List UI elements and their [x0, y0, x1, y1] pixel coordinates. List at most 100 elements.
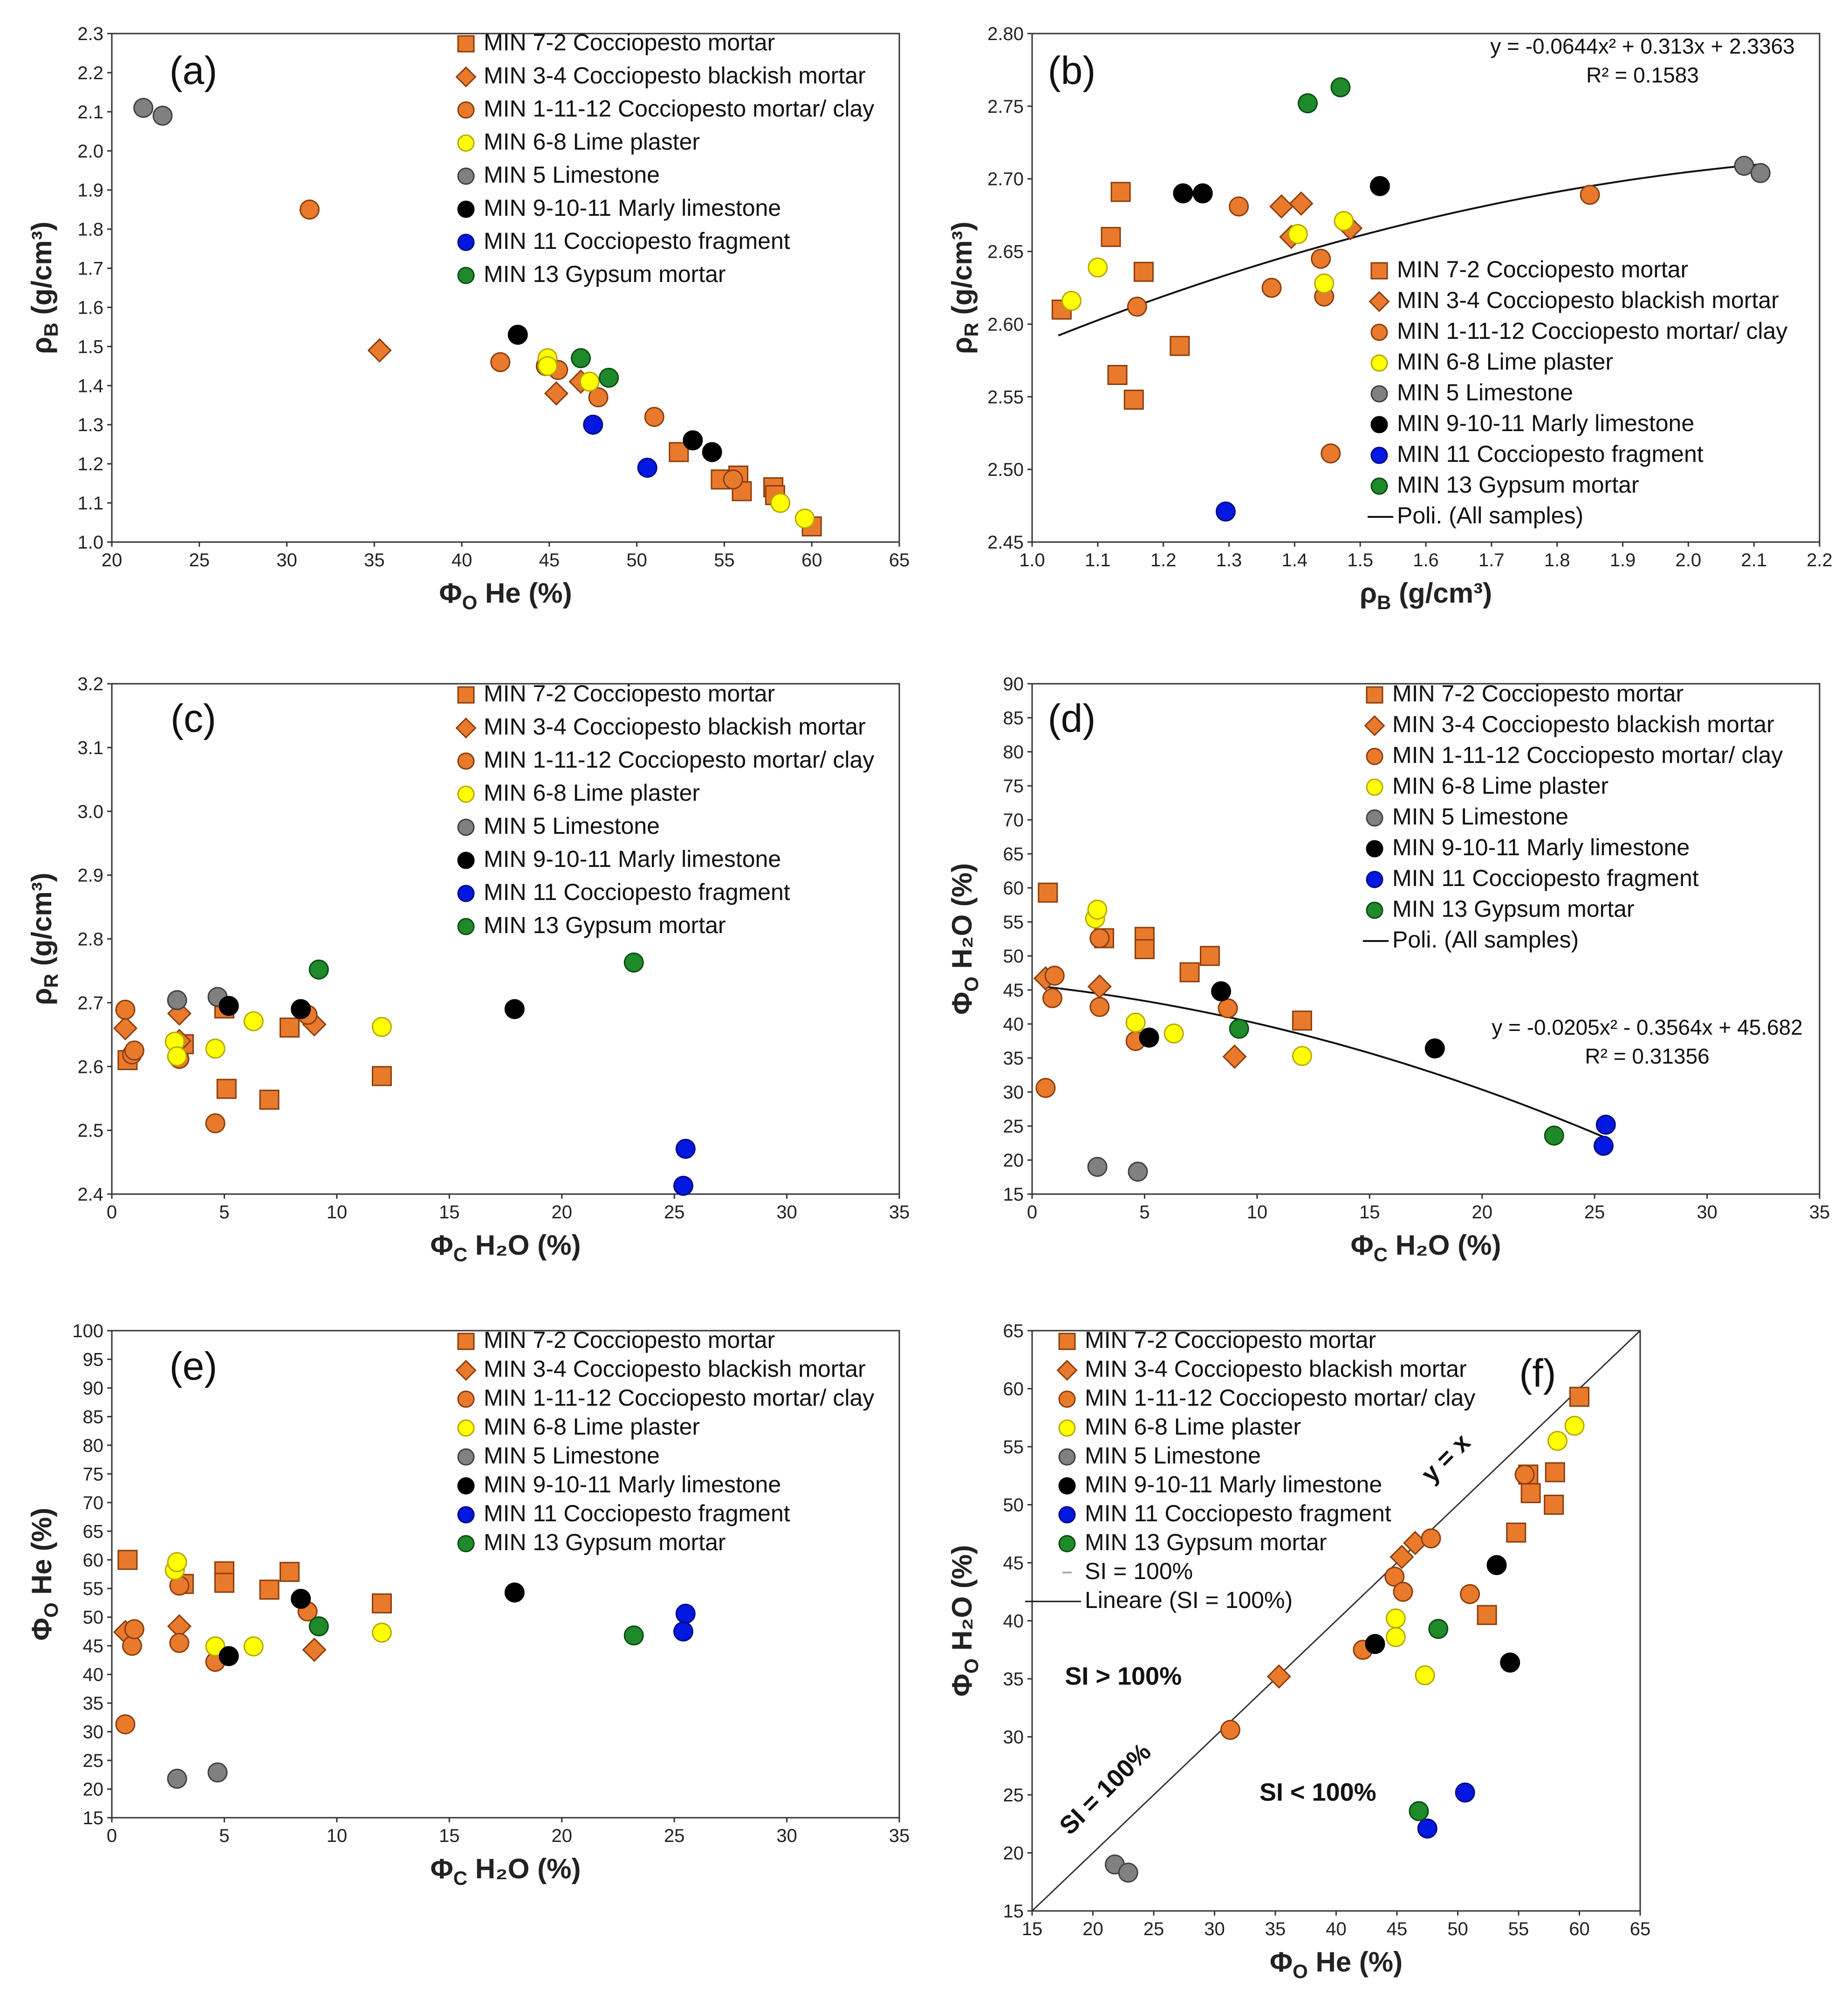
y-tick-label: 95: [83, 1349, 104, 1370]
data-point-min72: [117, 1550, 138, 1570]
legend-label: MIN 9-10-11 Marly limestone: [484, 1471, 781, 1498]
data-point-min91011: [1486, 1555, 1507, 1575]
data-point-min11112: [124, 1040, 144, 1061]
data-point-min13: [1544, 1125, 1564, 1146]
data-point-min72: [1477, 1605, 1497, 1625]
y-tick-label: 100: [72, 1321, 103, 1341]
y-tick-label: 30: [83, 1722, 104, 1743]
data-point-min11112: [1580, 185, 1600, 205]
chart-panel-c: 0 5 10 15 20 25 30 35 2.4 2.5 2.6 2.7 2.8 2.9 3.0 3.1 3.…: [26, 674, 910, 1265]
plot-frame: [111, 33, 900, 543]
data-point-min11112: [490, 352, 511, 372]
legend-label: MIN 13 Gypsum mortar: [1397, 472, 1639, 498]
y-tick-label: 3.1: [77, 738, 103, 758]
y-tick-label: 25: [1003, 1116, 1024, 1137]
x-tick-label: 2.2: [1807, 550, 1833, 570]
legend: MIN 7-2 Cocciopesto mortar MIN 3-4 Coccio…: [1368, 256, 1787, 529]
legend-marker-min5: [1370, 385, 1388, 403]
legend-label: MIN 3-4 Cocciopesto blackish mortar: [1085, 1356, 1467, 1382]
x-tick-label: 1.0: [1019, 550, 1045, 570]
y-axis-label: ρR (g/cm³): [946, 221, 982, 354]
y-tick-label: 2.55: [987, 387, 1024, 407]
legend-marker-min5: [457, 818, 475, 836]
legend-label: MIN 11 Cocciopesto fragment: [484, 1500, 790, 1526]
data-point-min34: [302, 1637, 327, 1662]
y-tick-label: 2.3: [77, 24, 103, 44]
data-point-min91011: [1173, 183, 1193, 204]
data-point-min91011: [504, 999, 525, 1019]
x-tick-label: 1.5: [1347, 550, 1373, 570]
legend-marker-min13: [1366, 901, 1383, 919]
legend-label: MIN 5 Limestone: [484, 162, 660, 188]
legend-label: MIN 5 Limestone: [1392, 804, 1568, 830]
annotation-y-equals-x: y = x: [1416, 1428, 1476, 1488]
x-tick-label: 55: [1508, 1919, 1529, 1939]
x-tick-label: 10: [327, 1826, 348, 1846]
data-point-min91011: [1139, 1027, 1159, 1048]
x-tick-label: 15: [439, 1826, 460, 1846]
data-point-min72: [279, 1017, 300, 1038]
data-point-min13: [1298, 93, 1318, 114]
data-point-min34: [113, 1016, 138, 1041]
x-tick-label: 20: [551, 1826, 572, 1846]
data-point-min13: [599, 368, 619, 388]
x-tick-label: 45: [1387, 1919, 1408, 1939]
legend-marker-min5: [1366, 809, 1383, 827]
data-point-min68: [205, 1038, 226, 1059]
x-tick-label: 25: [664, 1202, 685, 1223]
legend-marker-min68: [1058, 1419, 1076, 1437]
data-point-min68: [371, 1622, 392, 1643]
y-tick-label: 70: [83, 1493, 104, 1513]
data-point-min11112: [1514, 1464, 1535, 1485]
y-tick-label: 80: [83, 1436, 104, 1456]
legend-label: MIN 7-2 Cocciopesto mortar: [484, 1327, 775, 1353]
data-point-min72: [214, 1573, 234, 1593]
data-point-min68: [1385, 1608, 1406, 1629]
x-tick-label: 40: [1326, 1919, 1347, 1939]
data-point-min13: [623, 952, 644, 973]
x-tick-label: 20: [102, 550, 123, 570]
data-point-min68: [794, 508, 815, 529]
data-point-min11112: [723, 469, 743, 490]
data-point-min11112: [1311, 248, 1331, 269]
x-tick-label: 1.2: [1150, 550, 1177, 570]
y-tick-label: 1.8: [77, 220, 103, 240]
x-tick-label: 30: [1697, 1202, 1718, 1223]
data-point-min72: [1544, 1495, 1564, 1515]
data-point-min68: [1088, 257, 1108, 278]
y-tick-label: 85: [83, 1407, 104, 1427]
data-point-min5: [1087, 1157, 1108, 1177]
annotation-si-less: SI < 100%: [1259, 1778, 1376, 1806]
fit-equation: y = -0.0644x² + 0.313x + 2.3363: [1490, 34, 1794, 58]
legend-marker-min72: [457, 35, 475, 53]
data-point-min11112: [1042, 988, 1062, 1009]
data-point-min11112: [299, 199, 320, 220]
data-point-min11112: [1035, 1078, 1056, 1098]
data-point-min13: [308, 959, 329, 980]
data-point-min11112: [124, 1619, 144, 1640]
legend-label: MIN 9-10-11 Marly limestone: [1392, 834, 1690, 860]
x-tick-label: 55: [714, 550, 735, 570]
data-point-min5: [1128, 1161, 1148, 1182]
plot-frame: [1031, 683, 1821, 1195]
x-tick-label: 25: [664, 1826, 685, 1846]
legend-marker-min72: [1370, 262, 1388, 280]
legend-marker-min68: [457, 785, 475, 803]
data-point-min11112: [1044, 965, 1065, 986]
data-point-min68: [371, 1017, 392, 1037]
y-tick-label: 60: [83, 1550, 104, 1571]
data-point-min11f: [1215, 502, 1236, 522]
y-tick-label: 1.4: [77, 376, 103, 396]
x-tick-label: 60: [801, 550, 822, 570]
y-tick-label: 50: [1003, 1495, 1024, 1516]
data-point-min91011: [1500, 1652, 1520, 1673]
y-tick-label: 1.7: [77, 259, 103, 279]
y-tick-label: 2.9: [77, 866, 103, 886]
legend-label: MIN 9-10-11 Marly limestone: [484, 846, 781, 872]
legend-marker-min68: [1370, 354, 1388, 372]
legend-label: MIN 3-4 Cocciopesto blackish mortar: [484, 714, 866, 740]
legend-label: MIN 3-4 Cocciopesto blackish mortar: [1397, 287, 1779, 313]
legend-marker-min11f: [457, 885, 475, 902]
data-point-min91011: [1424, 1038, 1445, 1059]
